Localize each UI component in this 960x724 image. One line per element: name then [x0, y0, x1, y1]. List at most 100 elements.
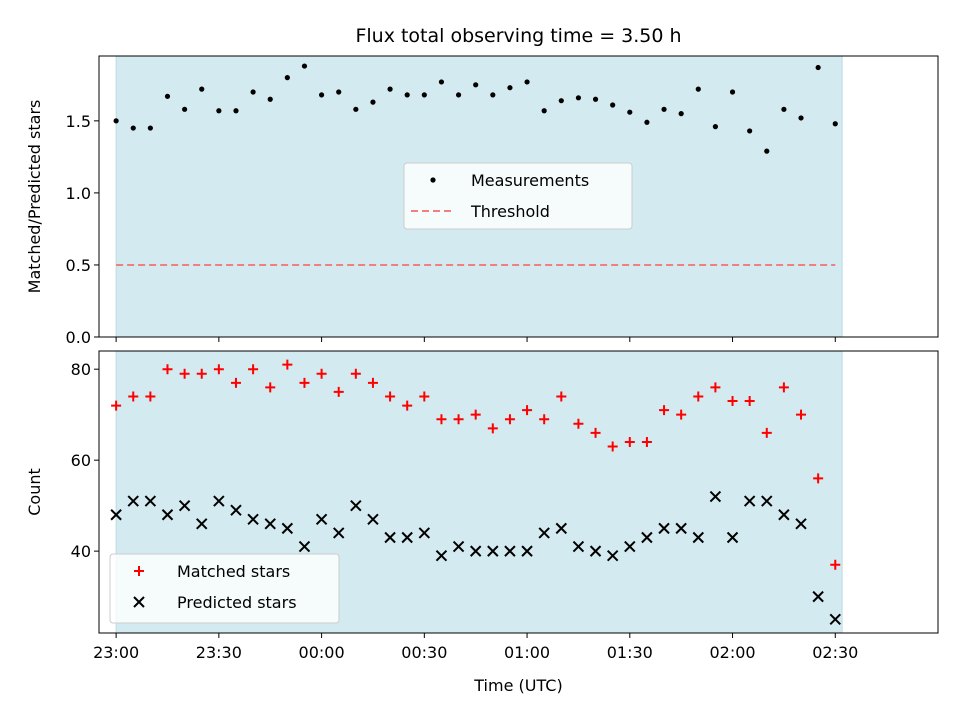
data-point — [455, 92, 462, 98]
data-point — [830, 559, 841, 570]
data-point — [336, 89, 342, 95]
data-point — [401, 531, 413, 544]
data-point — [572, 540, 585, 553]
data-point — [267, 96, 273, 102]
y-tick-label: 1.5 — [66, 112, 91, 131]
data-point — [162, 364, 173, 375]
data-point — [641, 531, 653, 544]
data-point — [712, 124, 719, 130]
data-point — [812, 590, 824, 603]
data-point — [573, 418, 584, 429]
data-point — [436, 414, 447, 425]
legend-marker — [430, 177, 436, 183]
series-predicted-stars — [110, 490, 841, 626]
data-point — [111, 400, 122, 411]
data-point — [367, 377, 378, 388]
data-point — [145, 391, 156, 402]
data-point — [592, 96, 599, 102]
data-point — [729, 89, 736, 95]
axes-frame — [98, 55, 939, 338]
data-point — [761, 427, 772, 438]
legend-label: Matched stars — [177, 562, 290, 581]
data-point — [781, 106, 787, 112]
data-point — [661, 106, 667, 112]
data-point — [507, 85, 513, 91]
data-point — [606, 549, 619, 562]
y-tick-label: 0.5 — [66, 256, 91, 275]
data-point — [353, 106, 359, 112]
data-point — [555, 522, 568, 535]
data-point — [624, 436, 635, 447]
data-point — [541, 108, 547, 114]
data-point — [829, 613, 841, 626]
data-point — [470, 409, 481, 420]
data-point — [350, 499, 362, 512]
data-point — [402, 400, 413, 411]
data-point — [524, 79, 530, 85]
data-point — [504, 414, 515, 425]
data-point — [709, 490, 722, 503]
data-point — [110, 509, 122, 521]
data-point — [265, 382, 276, 393]
data-point — [247, 513, 259, 525]
data-point — [539, 414, 550, 425]
data-point — [367, 513, 379, 525]
data-point — [575, 95, 582, 101]
x-tick-label: 23:00 — [93, 643, 139, 662]
axes-frame — [98, 350, 939, 634]
data-point — [695, 86, 701, 92]
data-point — [130, 125, 136, 131]
data-point — [438, 79, 445, 85]
data-point — [164, 93, 171, 99]
legend-label: Measurements — [471, 171, 589, 190]
data-point — [795, 518, 807, 530]
data-point — [284, 75, 290, 81]
data-point — [144, 495, 157, 507]
data-point — [675, 522, 687, 535]
data-point — [216, 108, 222, 114]
legend: Measurements Threshold — [403, 162, 633, 230]
data-point — [196, 518, 208, 530]
data-point — [127, 495, 139, 507]
y-axis-label: Matched/Predicted stars — [25, 100, 44, 294]
legend-marker — [133, 596, 145, 608]
data-point — [385, 391, 396, 402]
data-point — [113, 118, 119, 124]
data-point — [315, 513, 328, 525]
y-axis-label: Count — [25, 468, 44, 516]
data-point — [538, 527, 550, 539]
x-tick-label: 00:30 — [401, 643, 447, 662]
legend-box — [403, 162, 633, 230]
data-point — [230, 504, 242, 516]
data-point — [743, 495, 756, 507]
data-point — [182, 106, 188, 112]
data-point — [607, 441, 618, 452]
data-point — [281, 522, 294, 535]
data-point — [590, 427, 601, 438]
x-tick-label: 01:30 — [607, 643, 653, 662]
data-point — [676, 409, 687, 420]
series-measurements — [113, 63, 838, 154]
data-point — [558, 98, 564, 104]
legend: Matched stars Predicted stars — [109, 553, 340, 624]
data-point — [299, 377, 310, 388]
data-point — [179, 368, 190, 379]
data-point — [727, 396, 738, 407]
data-point — [778, 382, 789, 393]
data-point — [678, 111, 684, 117]
data-point — [556, 391, 567, 402]
legend-box — [109, 553, 340, 624]
data-point — [490, 92, 496, 98]
data-point — [264, 518, 276, 530]
legend-label: Threshold — [470, 202, 550, 221]
data-point — [199, 86, 205, 92]
data-point — [659, 405, 670, 416]
data-point — [419, 391, 430, 402]
y-tick-label: 60 — [71, 451, 91, 470]
data-point — [453, 414, 464, 425]
data-point — [710, 382, 721, 393]
data-point — [178, 499, 191, 512]
data-point — [744, 396, 755, 407]
data-point — [213, 495, 225, 507]
y-tick-label: 1.0 — [66, 184, 91, 203]
